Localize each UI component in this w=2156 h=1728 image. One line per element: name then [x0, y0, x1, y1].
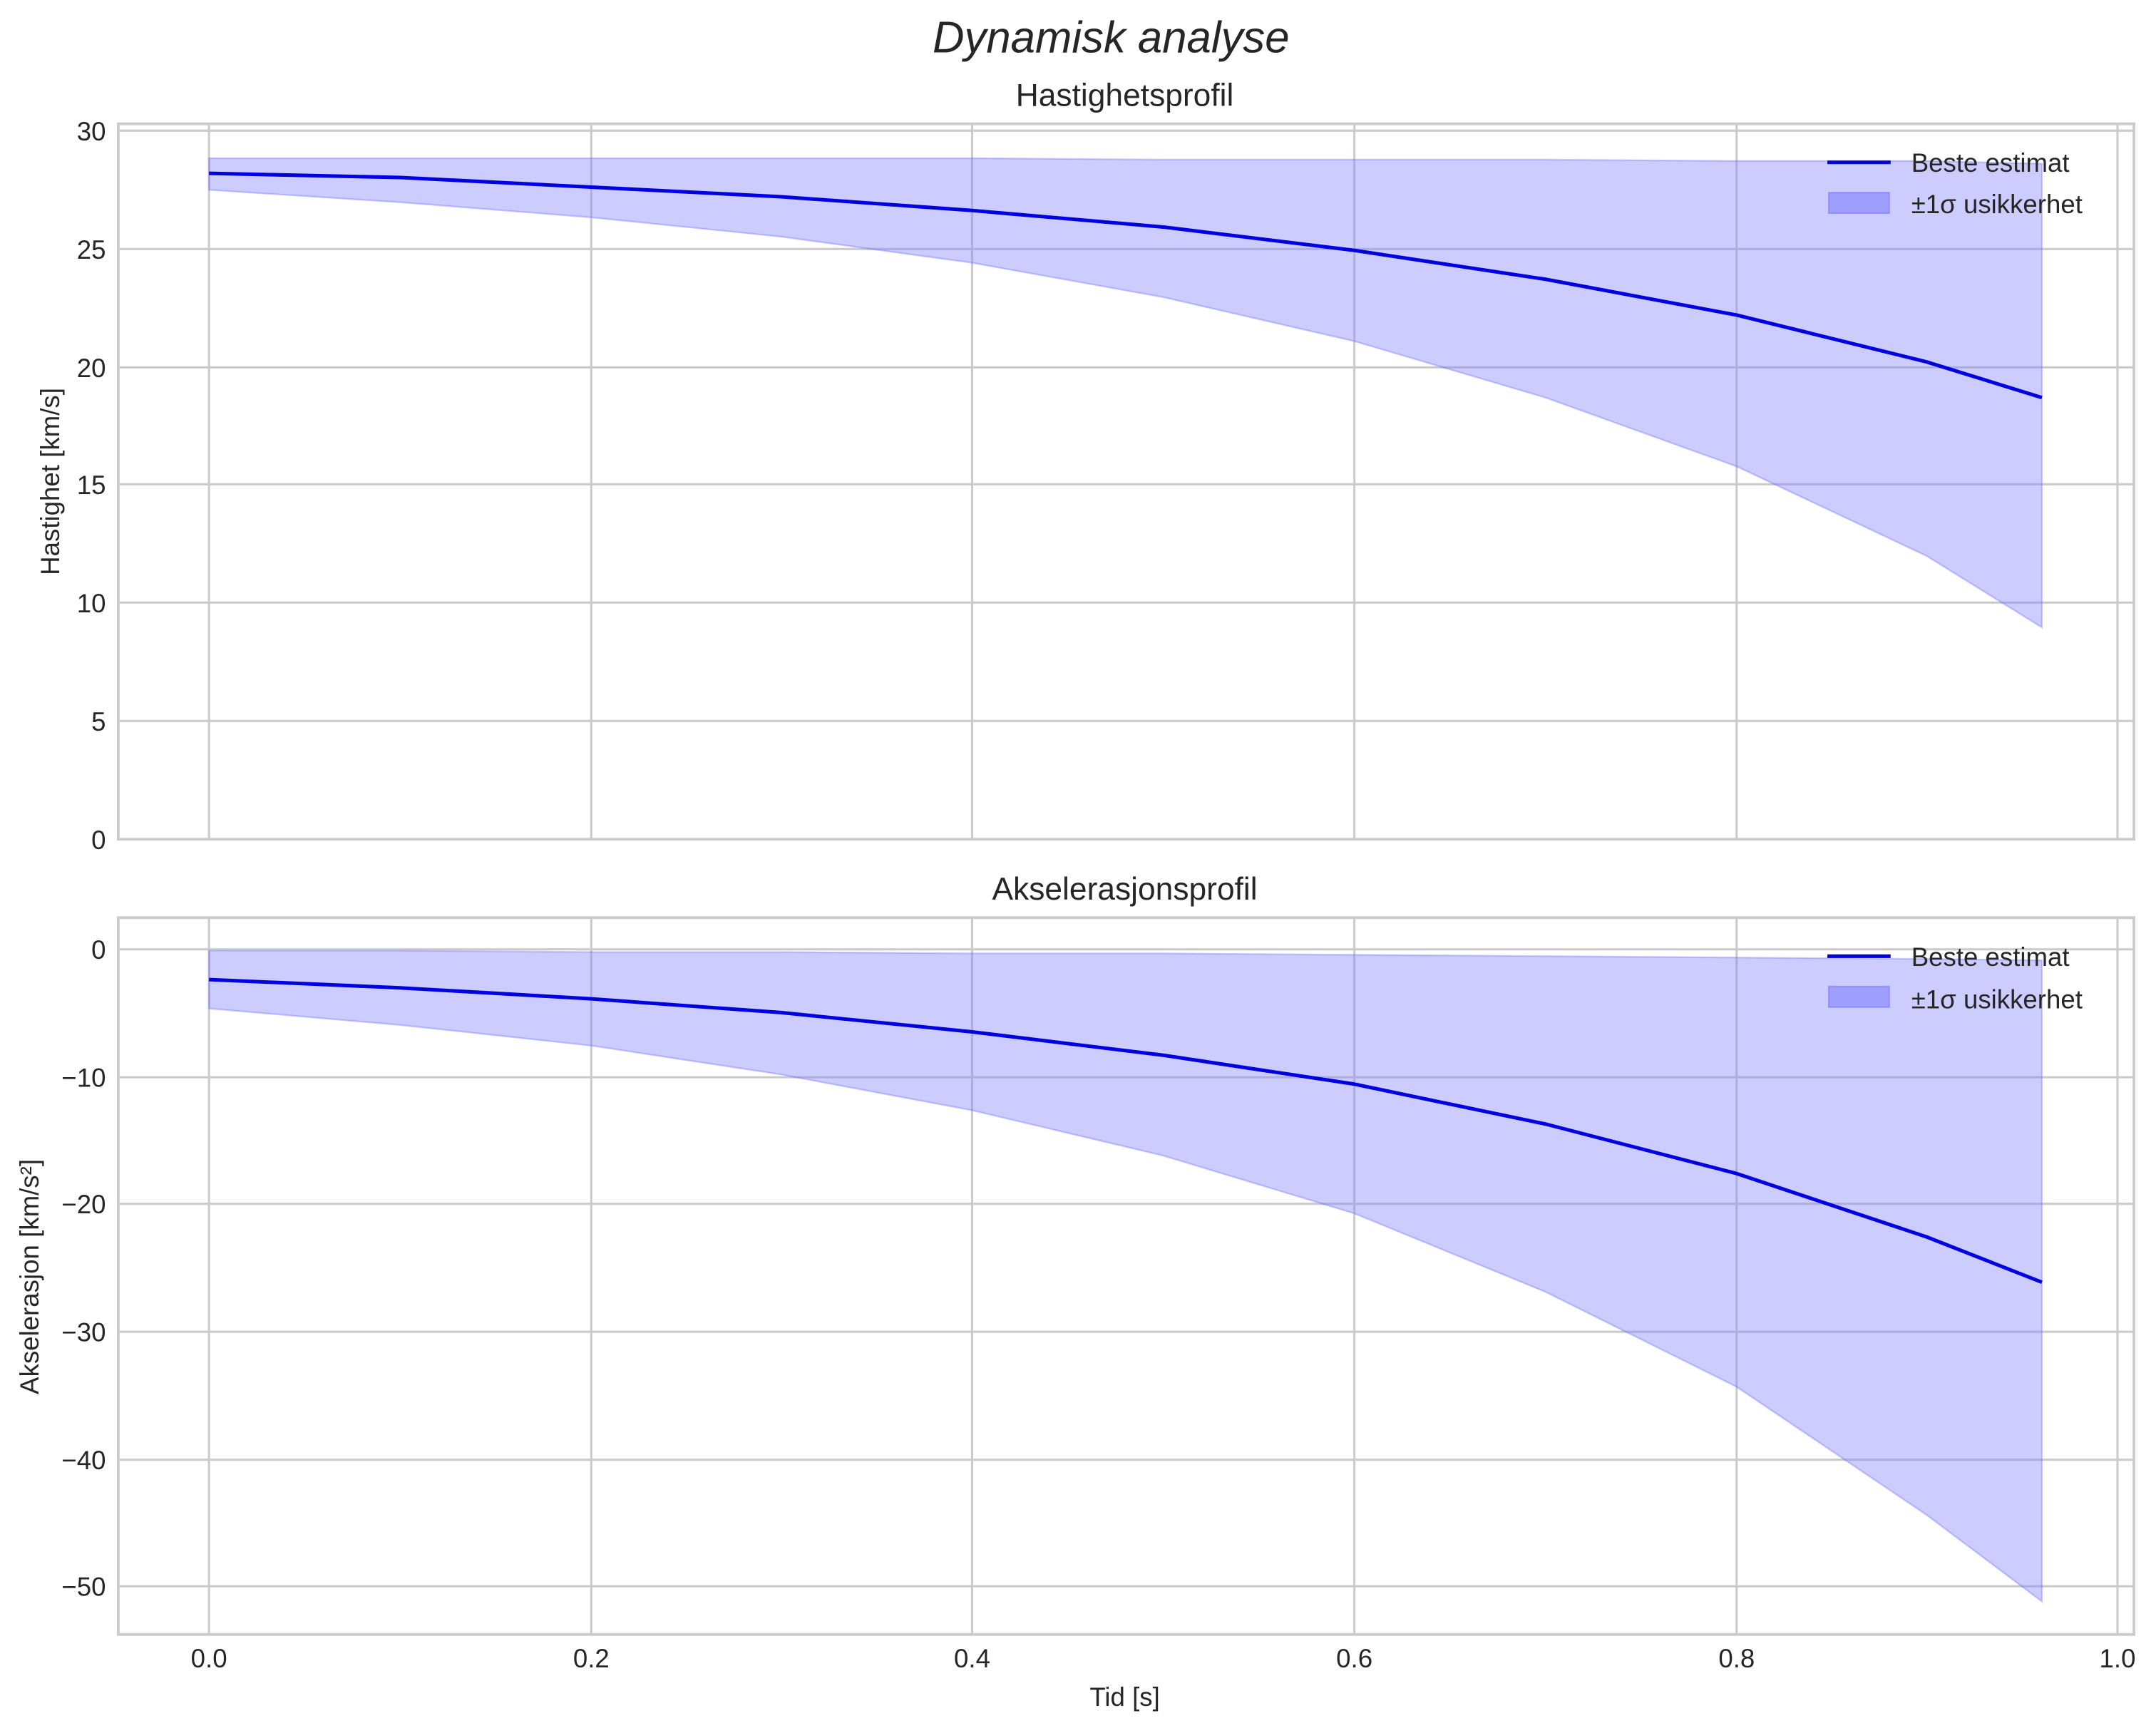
- velocity-best-estimate-line: [209, 171, 2043, 400]
- acceleration-uncertainty-band: [207, 950, 2043, 1603]
- acceleration-legend: Beste estimat ±1σ usikkerhet: [1827, 942, 2083, 1014]
- legend-band-swatch: [1828, 985, 1890, 1008]
- legend-band-label: ±1σ usikkerhet: [1911, 190, 2083, 219]
- velocity-uncertainty-band: [207, 157, 2043, 629]
- svg-text:0: 0: [91, 826, 106, 855]
- acceleration-y-axis-label: Akselerasjon [km/s²]: [15, 1159, 44, 1394]
- velocity-y-ticks: 0 5 10 15 20 25 30: [77, 117, 106, 855]
- velocity-panel: Hastighetsprofil 0 5 10 15 20: [36, 78, 2136, 855]
- x-axis-label: Tid [s]: [1089, 1682, 1159, 1712]
- acceleration-y-ticks: 0 −10 −20 −30 −40 −50: [61, 935, 106, 1602]
- legend-band-swatch: [1828, 192, 1890, 215]
- figure-title: Dynamisk analyse: [933, 13, 1290, 62]
- svg-text:0.2: 0.2: [573, 1644, 610, 1673]
- velocity-y-axis-label: Hastighet [km/s]: [36, 388, 65, 575]
- velocity-grid: [118, 123, 2135, 840]
- legend-band-label: ±1σ usikkerhet: [1911, 985, 2083, 1014]
- svg-text:1.0: 1.0: [2100, 1644, 2136, 1673]
- svg-text:15: 15: [77, 470, 106, 500]
- velocity-panel-title: Hastighetsprofil: [1016, 78, 1234, 113]
- legend-line-label: Beste estimat: [1911, 148, 2070, 178]
- svg-text:−30: −30: [61, 1318, 106, 1347]
- svg-text:30: 30: [77, 117, 106, 146]
- velocity-legend: Beste estimat ±1σ usikkerhet: [1827, 148, 2083, 219]
- acceleration-best-estimate-line: [209, 977, 2043, 1285]
- svg-text:0.8: 0.8: [1718, 1644, 1755, 1673]
- svg-text:−10: −10: [61, 1064, 106, 1093]
- svg-text:0.6: 0.6: [1336, 1644, 1372, 1673]
- acceleration-axes-frame: [116, 916, 2136, 1636]
- svg-text:10: 10: [77, 589, 106, 618]
- svg-text:5: 5: [91, 707, 106, 736]
- svg-text:−40: −40: [61, 1446, 106, 1475]
- acceleration-panel-title: Akselerasjonsprofil: [992, 872, 1257, 907]
- svg-text:−50: −50: [61, 1573, 106, 1602]
- velocity-axes-frame: [116, 122, 2136, 841]
- svg-text:25: 25: [77, 235, 106, 264]
- x-ticks: 0.0 0.2 0.4 0.6 0.8 1.0: [191, 1644, 2136, 1673]
- svg-text:0.4: 0.4: [954, 1644, 990, 1673]
- svg-text:0: 0: [91, 935, 106, 965]
- acceleration-grid: [118, 917, 2135, 1635]
- svg-text:0.0: 0.0: [191, 1644, 227, 1673]
- svg-text:−20: −20: [61, 1190, 106, 1219]
- acceleration-panel: Akselerasjonsprofil 0 −10 −20 −30 −40 −5…: [15, 872, 2135, 1712]
- svg-text:20: 20: [77, 354, 106, 383]
- legend-line-label: Beste estimat: [1911, 942, 2070, 972]
